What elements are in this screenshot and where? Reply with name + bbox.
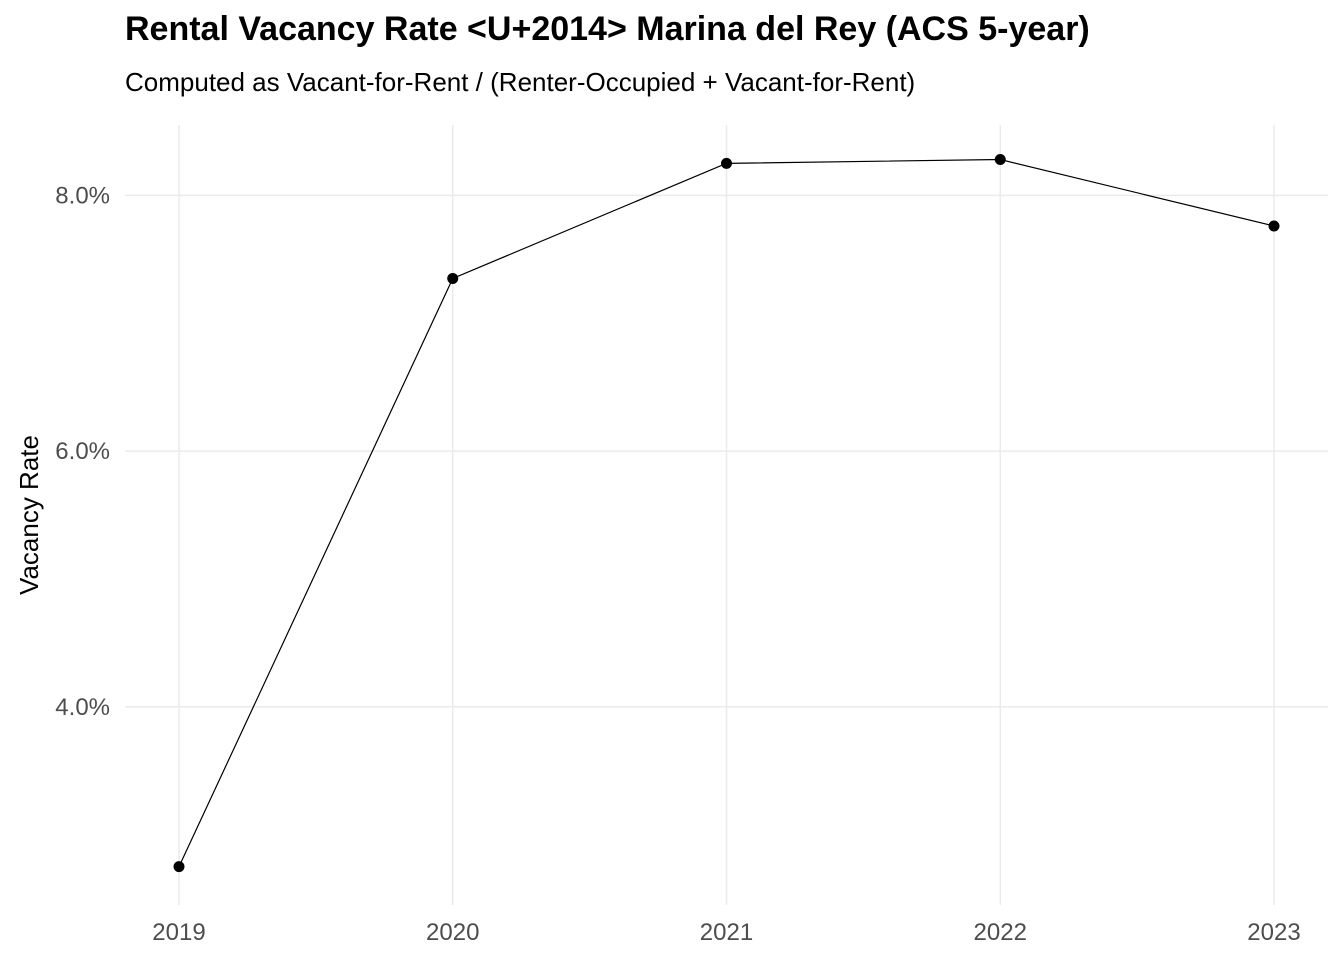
chart-title: Rental Vacancy Rate <U+2014> Marina del … — [125, 10, 1090, 48]
y-tick-label: 4.0% — [55, 694, 110, 721]
x-tick-label: 2021 — [700, 919, 753, 946]
x-tick-labels: 2019 2020 2021 2022 2023 — [152, 919, 1300, 946]
data-point — [1268, 220, 1280, 232]
x-tick-label: 2022 — [974, 919, 1027, 946]
y-tick-labels: 4.0% 6.0% 8.0% — [55, 182, 110, 720]
chart-subtitle: Computed as Vacant-for-Rent / (Renter-Oc… — [125, 67, 916, 97]
y-tick-label: 6.0% — [55, 438, 110, 465]
data-point — [994, 154, 1006, 166]
series-layer — [173, 154, 1280, 873]
data-point — [447, 272, 459, 284]
x-tick-label: 2019 — [152, 919, 205, 946]
data-point — [721, 157, 732, 169]
y-tick-label: 8.0% — [55, 182, 110, 209]
data-point — [173, 861, 185, 873]
x-tick-label: 2020 — [426, 919, 479, 946]
x-tick-label: 2023 — [1247, 919, 1300, 946]
y-axis-title: Vacancy Rate — [14, 435, 44, 595]
grid-lines — [125, 125, 1328, 905]
